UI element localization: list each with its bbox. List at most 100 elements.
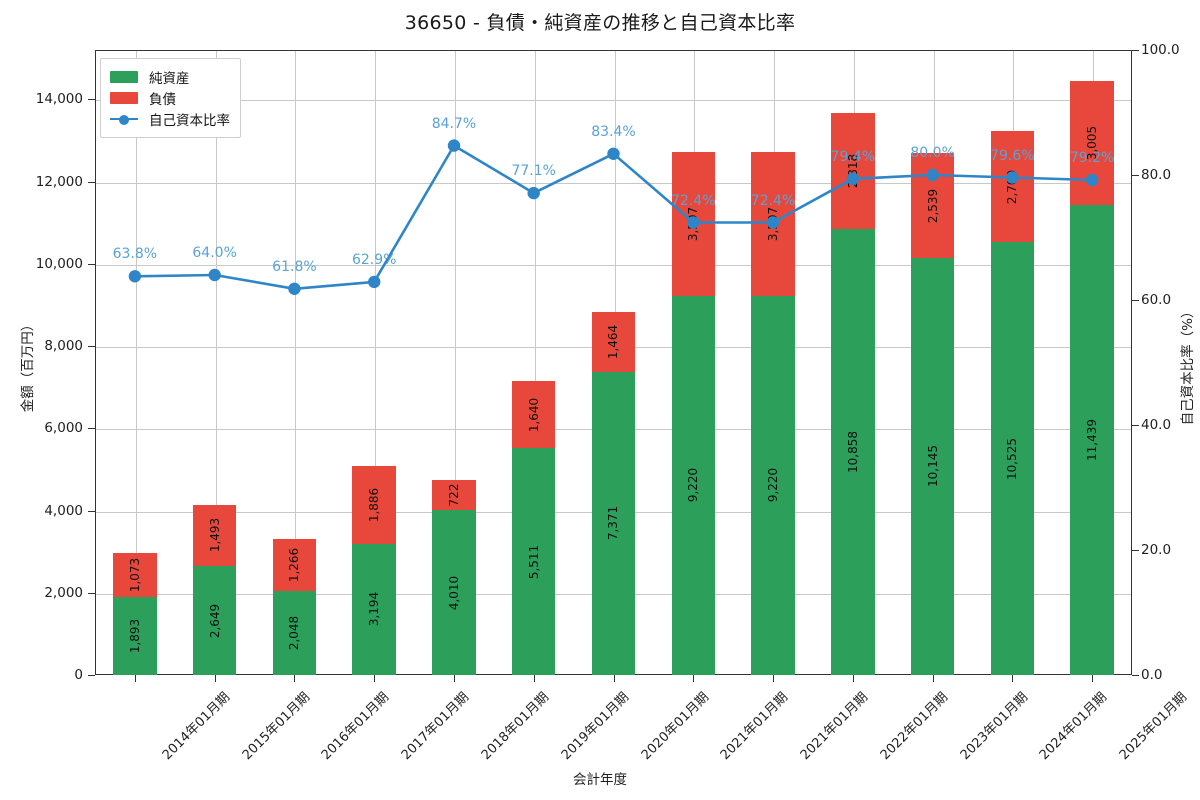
legend-item-equity[interactable]: 純資産 (110, 66, 230, 87)
legend-line-equity-ratio (110, 113, 138, 125)
bar-segment-value-label: 10,858 (845, 430, 860, 473)
bar-segment-liabilities[interactable]: 3,507 (751, 151, 795, 296)
y-axis-left-tick (88, 263, 95, 265)
bar-segment-value-label: 3,194 (367, 592, 382, 627)
grid-line-horizontal (96, 182, 1131, 184)
ratio-value-label: 61.8% (272, 258, 317, 275)
bar-segment-value-label: 7,371 (606, 506, 621, 541)
bar-segment-liabilities[interactable]: 1,493 (192, 504, 237, 567)
x-axis-tick (1012, 675, 1014, 682)
bar-segment-equity[interactable]: 3,194 (352, 543, 396, 675)
x-axis-tick-label: 2017年01月期 (398, 689, 473, 764)
x-axis-tick (294, 675, 296, 682)
legend-item-equity-ratio[interactable]: 自己資本比率 (110, 108, 230, 129)
bar-segment-liabilities[interactable]: 3,005 (1070, 81, 1114, 205)
y-axis-left-tick (88, 428, 95, 430)
bar-segment-liabilities[interactable]: 1,640 (511, 380, 556, 449)
bar-segment-equity[interactable]: 10,525 (990, 242, 1035, 675)
grid-line-vertical (534, 51, 536, 674)
bar-segment-value-label: 4,010 (446, 575, 461, 610)
bar-segment-value-label: 2,818 (845, 153, 860, 188)
y-axis-right-tick-label: 0.0 (1141, 667, 1163, 683)
y-axis-left-tick-label: 4,000 (44, 502, 83, 519)
grid-line-horizontal (96, 264, 1131, 266)
bar-segment-liabilities[interactable]: 1,464 (591, 311, 636, 372)
y-axis-left-tick (88, 592, 95, 594)
bar-segment-value-label: 1,464 (606, 324, 621, 359)
y-axis-left-tick (88, 510, 95, 512)
bar-segment-liabilities[interactable]: 722 (432, 480, 476, 511)
x-axis-tick-label: 2015年01月期 (239, 689, 313, 764)
x-axis-tick (214, 675, 216, 682)
bar-segment-equity[interactable]: 5,511 (511, 448, 556, 675)
grid-line-vertical (375, 51, 377, 674)
bar-segment-value-label: 9,220 (686, 468, 701, 503)
bar-segment-equity[interactable]: 9,220 (751, 295, 795, 675)
grid-line-vertical (295, 51, 297, 674)
x-axis-tick-label: 2014年01月期 (159, 689, 233, 764)
x-axis-tick-label: 2023年01月期 (957, 689, 1031, 764)
y-axis-left-tick-label: 14,000 (35, 91, 83, 108)
ratio-value-label: 79.2% (1069, 150, 1115, 166)
bar-segment-value-label: 1,493 (207, 518, 222, 553)
x-axis-tick (134, 675, 136, 682)
y-axis-right-tick (1132, 550, 1139, 551)
x-axis-tick (1092, 675, 1094, 682)
x-axis-tick-label: 2018年01月期 (478, 689, 553, 764)
grid-line-horizontal (96, 100, 1131, 102)
bar-segment-equity[interactable]: 2,649 (192, 566, 237, 675)
bar-segment-value-label: 2,649 (207, 603, 222, 638)
y-axis-right-tick-label: 60.0 (1141, 292, 1172, 308)
bar-segment-equity[interactable]: 2,048 (272, 590, 317, 675)
legend-label-equity-ratio: 自己資本比率 (149, 112, 230, 129)
x-axis-tick (852, 675, 854, 682)
bar-segment-value-label: 9,220 (766, 468, 781, 503)
bar-segment-value-label: 10,525 (1005, 437, 1020, 480)
x-axis-tick-label: 2022年01月期 (877, 689, 951, 764)
bar-segment-equity[interactable]: 4,010 (432, 510, 476, 675)
x-axis-tick-label: 2021年01月期 (718, 689, 792, 764)
bar-segment-equity[interactable]: 9,220 (671, 295, 715, 675)
ratio-value-label: 72.4% (750, 192, 796, 209)
y-axis-right-tick-label: 80.0 (1141, 167, 1172, 183)
ratio-value-label: 84.7% (431, 115, 477, 132)
bar-segment-value-label: 1,640 (526, 397, 541, 432)
y-axis-left-tick-label: 8,000 (44, 338, 83, 355)
y-axis-right-tick (1132, 175, 1139, 176)
y-axis-left-tick (88, 181, 95, 183)
bar-segment-liabilities[interactable]: 1,266 (272, 538, 317, 591)
y-axis-left-tick (88, 346, 95, 348)
y-axis-left-tick (88, 675, 95, 676)
bar-segment-equity[interactable]: 7,371 (591, 371, 636, 675)
bar-segment-value-label: 2,048 (287, 615, 302, 651)
bar-segment-liabilities[interactable]: 1,886 (352, 466, 396, 544)
x-axis-tick-label: 2016年01月期 (319, 689, 393, 764)
legend-label-liabilities: 負債 (149, 91, 176, 108)
bar-segment-equity[interactable]: 11,439 (1070, 204, 1114, 675)
bar-segment-liabilities[interactable]: 2,818 (831, 112, 875, 229)
bar-segment-liabilities[interactable]: 3,507 (671, 151, 715, 296)
bar-segment-value-label: 1,893 (127, 618, 142, 654)
x-axis-tick (453, 675, 455, 682)
ratio-value-label: 72.4% (671, 192, 716, 209)
x-axis-tick-label: 2019年01月期 (558, 689, 632, 764)
grid-line-vertical (454, 51, 456, 674)
y-axis-right-tick (1132, 300, 1139, 301)
bar-segment-equity[interactable]: 10,858 (831, 228, 875, 675)
y-axis-left-tick (88, 99, 95, 101)
legend-item-liabilities[interactable]: 負債 (110, 87, 230, 108)
ratio-value-label: 63.8% (112, 246, 158, 263)
bar-segment-equity[interactable]: 1,893 (113, 597, 157, 675)
bar-segment-equity[interactable]: 10,145 (910, 257, 955, 675)
bar-segment-liabilities[interactable]: 2,539 (910, 153, 955, 258)
y-axis-left-tick-label: 0 (74, 667, 83, 683)
bar-segment-value-label: 722 (446, 483, 461, 507)
chart-title: 36650 - 負債・純資産の推移と自己資本比率 (404, 12, 796, 34)
bar-segment-value-label: 3,507 (686, 206, 701, 241)
bar-segment-liabilities[interactable]: 1,073 (113, 553, 157, 598)
y-axis-right-tick-label: 20.0 (1141, 542, 1172, 558)
legend-swatch-equity (110, 70, 138, 83)
legend-label-equity: 純資産 (149, 70, 190, 87)
bar-segment-value-label: 11,439 (1085, 418, 1100, 461)
